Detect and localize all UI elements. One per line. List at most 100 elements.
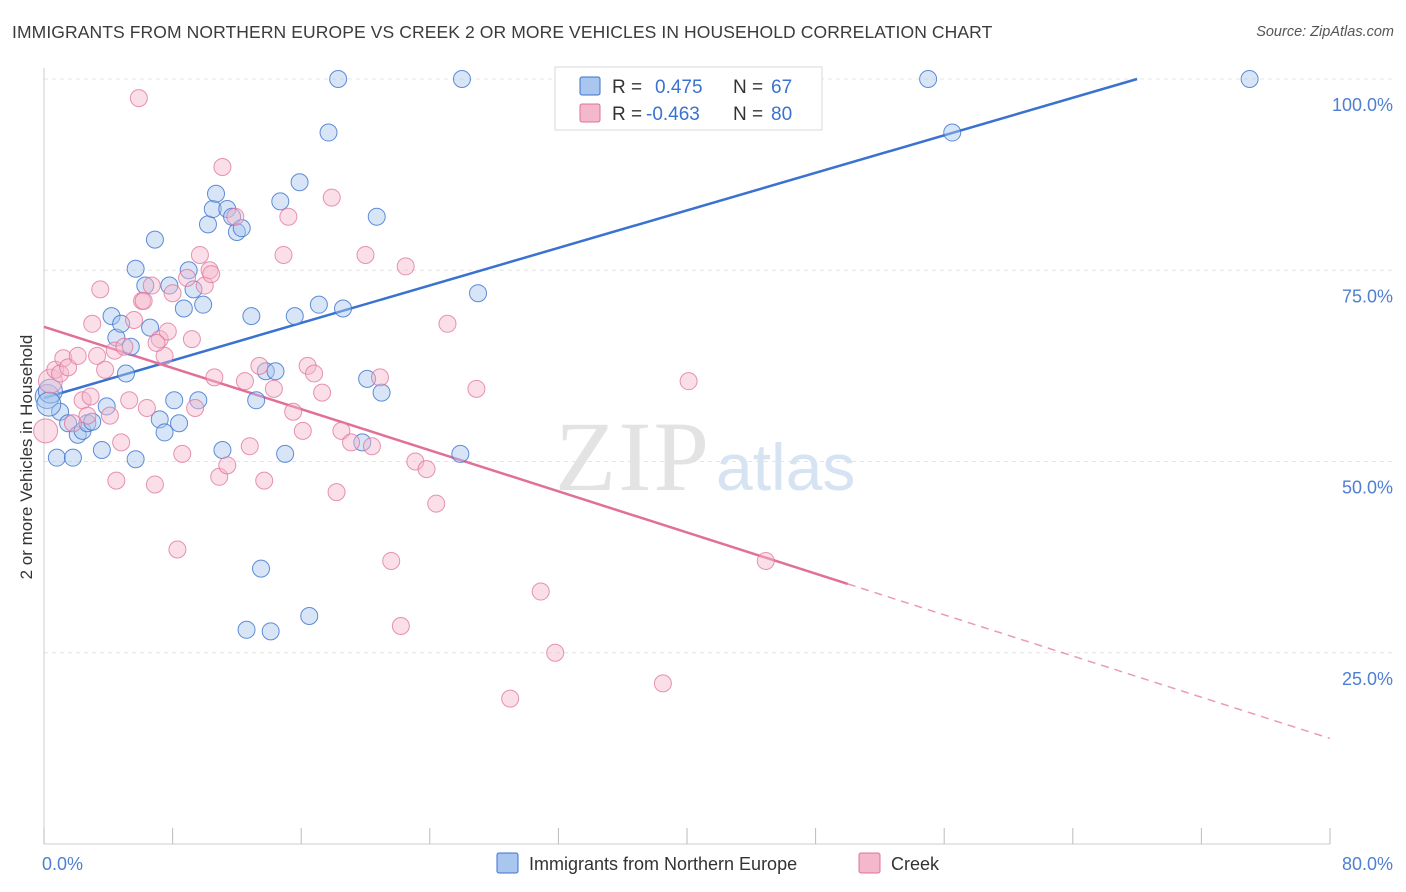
creek-point <box>190 245 209 264</box>
creek-point <box>370 368 389 387</box>
creek-point <box>81 387 100 406</box>
creek-point <box>427 494 446 513</box>
immigrants-point <box>943 123 962 142</box>
creek-point <box>226 207 245 226</box>
immigrants-point <box>252 559 271 578</box>
legend-n-label-1: N = <box>733 77 763 98</box>
creek-point <box>83 314 102 333</box>
immigrants-point <box>102 307 121 326</box>
immigrants-point <box>261 622 280 641</box>
immigrants-point <box>372 383 391 402</box>
creek-point <box>293 421 312 440</box>
creek-point <box>467 379 486 398</box>
creek-point <box>382 551 401 570</box>
immigrants-point <box>92 441 111 460</box>
immigrants-point <box>179 261 198 280</box>
creek-point <box>332 421 351 440</box>
creek-point <box>250 356 269 375</box>
immigrants-point <box>63 448 82 467</box>
creek-point <box>96 360 115 379</box>
immigrants-point <box>469 284 488 303</box>
legend-r-label-1: R = <box>612 77 642 98</box>
creek-point <box>63 414 82 433</box>
creek-point <box>37 368 63 394</box>
watermark-zip: ZIP <box>555 401 711 512</box>
creek-point <box>679 372 698 391</box>
immigrants-trend-line <box>43 77 1138 400</box>
legend-r-label-2: R = <box>612 104 642 125</box>
y-axis-title: 2 or more Vehicles in Household <box>17 335 36 580</box>
legend-r-value-2: -0.463 <box>646 104 700 125</box>
creek-point <box>182 330 201 349</box>
creek-point <box>115 337 134 356</box>
creek-point <box>145 475 164 494</box>
creek-point <box>313 383 332 402</box>
creek-point <box>186 398 205 417</box>
y-tick-label: 50.0% <box>1342 478 1393 498</box>
creek-point <box>305 364 324 383</box>
creek-point <box>125 310 144 329</box>
creek-point <box>322 188 341 207</box>
creek-point <box>120 391 139 410</box>
y-tick-label: 100.0% <box>1332 95 1393 115</box>
creek-point <box>205 368 224 387</box>
immigrants-point <box>247 391 266 410</box>
legend-swatch-blue <box>579 76 601 96</box>
immigrants-point <box>141 318 160 337</box>
creek-point <box>134 291 153 310</box>
source-note: Source: ZipAtlas.com <box>1256 24 1394 40</box>
immigrants-point <box>276 444 295 463</box>
creek-point <box>105 341 124 360</box>
immigrants-point <box>333 299 352 318</box>
immigrants-point <box>126 450 145 469</box>
creek-point <box>129 89 148 108</box>
creek-point <box>33 418 59 444</box>
bottom-legend-label-2: Creek <box>891 854 940 874</box>
immigrants-point <box>266 362 285 381</box>
immigrants-point <box>232 219 251 238</box>
creek-point <box>756 551 775 570</box>
immigrants-point <box>358 369 377 388</box>
creek-point <box>54 349 73 368</box>
creek-point <box>137 398 156 417</box>
immigrants-point <box>198 215 217 234</box>
creek-point <box>202 265 221 284</box>
bottom-legend-swatch-blue <box>496 852 519 874</box>
immigrants-point <box>213 441 232 460</box>
immigrants-point <box>309 295 328 314</box>
immigrants-point <box>126 259 145 278</box>
x-tick-label-max: 80.0% <box>1342 854 1393 874</box>
creek-point <box>274 245 293 264</box>
creek-point <box>264 379 283 398</box>
immigrants-point <box>451 444 470 463</box>
immigrants-point <box>36 391 62 417</box>
creek-point <box>178 268 197 287</box>
immigrants-point <box>136 276 155 295</box>
creek-point <box>235 372 254 391</box>
series-immigrants-points <box>34 70 1259 641</box>
creek-point <box>327 483 346 502</box>
creek-point <box>391 616 410 635</box>
immigrants-point <box>37 378 63 404</box>
bottom-legend-label-1: Immigrants from Northern Europe <box>529 854 797 874</box>
immigrants-point <box>59 414 78 433</box>
watermark-atlas: atlas <box>716 430 855 504</box>
grid-lines <box>44 78 1395 654</box>
x-axis-ticks <box>43 828 1331 844</box>
creek-point <box>653 674 672 693</box>
immigrants-point <box>184 280 203 299</box>
creek-point <box>417 460 436 479</box>
immigrants-point <box>203 200 222 219</box>
immigrants-point <box>145 230 164 249</box>
series-legend: Immigrants from Northern Europe Creek <box>496 852 940 874</box>
creek-point <box>59 358 78 377</box>
immigrants-point <box>170 414 189 433</box>
immigrants-point <box>452 70 471 88</box>
creek-point <box>168 540 187 559</box>
y-tick-labels: 25.0% 50.0% 75.0% 100.0% <box>1332 95 1393 689</box>
legend-swatch-pink <box>579 103 601 123</box>
creek-point <box>284 402 303 421</box>
creek-trend-extension <box>847 583 1331 740</box>
creek-point <box>147 333 166 352</box>
